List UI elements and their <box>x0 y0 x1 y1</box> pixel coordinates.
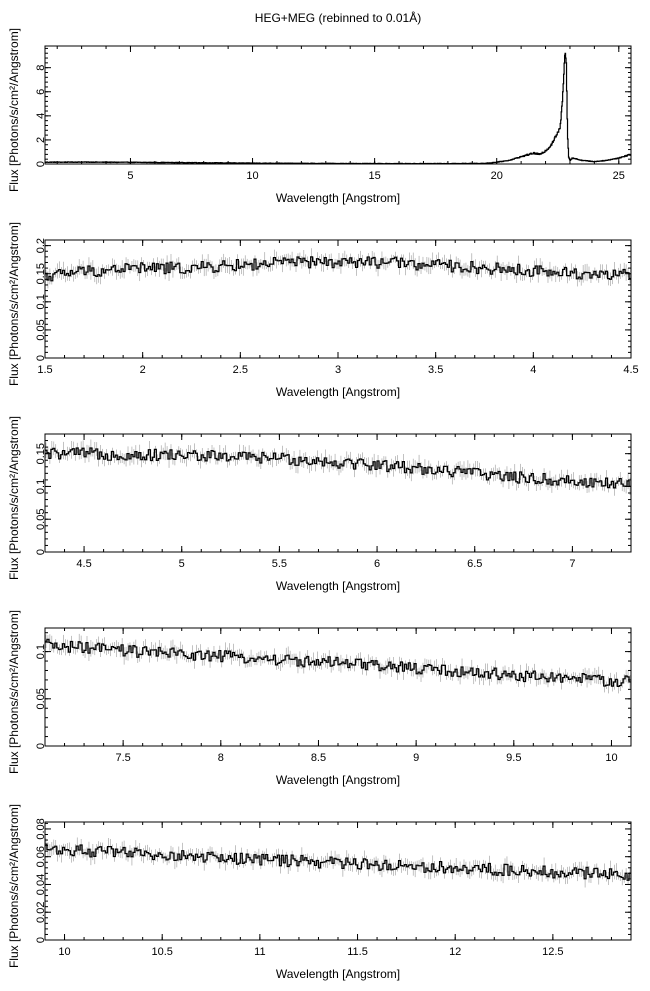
x-tick-label: 7.5 <box>115 752 130 764</box>
y-tick-label: 0 <box>35 549 47 555</box>
y-tick-label: 0.05 <box>35 509 47 530</box>
spectrum-line <box>45 447 631 489</box>
y-tick-label: 0.02 <box>35 902 47 923</box>
chart-panel-3: 4.5 5 5.5 6 6.5 7 0 0.05 0.1 0.15 Wavelength [Angs… <box>7 416 632 593</box>
figure-title: HEG+MEG (rebinned to 0.01Å) <box>255 10 421 25</box>
x-tick-label: 4 <box>530 364 536 376</box>
y-axis-label: Flux [Photons/s/cm²/Angstrom] <box>7 804 21 968</box>
x-tick-label: 12.5 <box>542 946 563 958</box>
y-tick-label: 0.08 <box>35 818 47 839</box>
x-tick-label: 9 <box>413 752 419 764</box>
x-tick-label: 10.5 <box>151 946 172 958</box>
spectrum-line <box>45 52 631 164</box>
y-tick-label: 0.04 <box>35 874 47 895</box>
chart-panel-4: 7.5 8 8.5 9 9.5 10 0 0.05 0.1 Wavelength [Angstro… <box>7 610 632 787</box>
y-tick-label: 2 <box>35 137 47 143</box>
y-tick-label: 6 <box>35 89 47 95</box>
y-tick-label: 0.05 <box>35 688 47 709</box>
plot-frame <box>44 239 632 359</box>
y-tick-label: 0.15 <box>35 263 47 284</box>
x-axis-label: Wavelength [Angstrom] <box>276 385 400 399</box>
error-bars <box>45 837 631 888</box>
y-tick-label: 0.1 <box>35 644 47 659</box>
y-tick-label: 0.05 <box>35 319 47 340</box>
chart-panel-1: 5 10 15 20 25 0 2 4 6 8 Wavelength [Angstrom] Flux … <box>7 28 632 205</box>
plot-frame <box>44 433 632 553</box>
y-axis-label: Flux [Photons/s/cm²/Angstrom] <box>7 416 21 580</box>
x-tick-label: 2 <box>140 364 146 376</box>
x-tick-label: 11 <box>254 946 265 958</box>
y-tick-label: 0.1 <box>35 294 47 309</box>
y-tick-label: 0 <box>35 161 47 167</box>
x-tick-label: 10 <box>58 946 70 958</box>
x-tick-label: 10 <box>246 170 258 182</box>
chart-panel-2: 1.5 2 2.5 3 3.5 4 4.5 0 0.05 0.1 0.15 0.2 Wavelength… <box>7 222 639 399</box>
spectrum-line <box>45 638 631 688</box>
plot-frame <box>44 45 632 165</box>
spectrum-line <box>45 843 631 881</box>
y-tick-label: 8 <box>35 65 47 71</box>
y-tick-label: 0.1 <box>35 479 47 494</box>
x-tick-label: 5 <box>127 170 133 182</box>
y-axis-label: Flux [Photons/s/cm²/Angstrom] <box>7 610 21 774</box>
y-tick-label: 0 <box>35 743 47 749</box>
chart-panel-5: 10 10.5 11 11.5 12 12.5 0 0.02 0.04 0.06 0.08 Wavel… <box>7 804 632 981</box>
x-tick-label: 5.5 <box>272 558 287 570</box>
y-tick-label: 0.15 <box>35 443 47 464</box>
x-tick-label: 25 <box>613 170 625 182</box>
x-tick-label: 11.5 <box>347 946 368 958</box>
x-axis-label: Wavelength [Angstrom] <box>276 191 400 205</box>
x-tick-label: 9.5 <box>506 752 521 764</box>
y-tick-label: 0.06 <box>35 846 47 867</box>
x-tick-label: 3 <box>335 364 341 376</box>
x-tick-label: 8 <box>218 752 224 764</box>
x-tick-label: 6 <box>374 558 380 570</box>
y-tick-label: 0.2 <box>35 238 47 253</box>
x-tick-label: 6.5 <box>467 558 482 570</box>
x-tick-label: 4.5 <box>76 558 91 570</box>
x-tick-label: 4.5 <box>623 364 638 376</box>
plot-frame <box>44 821 632 941</box>
y-tick-label: 0 <box>35 937 47 943</box>
y-tick-label: 0 <box>35 355 47 361</box>
x-tick-label: 15 <box>369 170 381 182</box>
y-axis-label: Flux [Photons/s/cm²/Angstrom] <box>7 222 21 386</box>
x-axis-label: Wavelength [Angstrom] <box>276 579 400 593</box>
x-tick-label: 7 <box>569 558 575 570</box>
x-axis-label: Wavelength [Angstrom] <box>276 773 400 787</box>
x-tick-label: 2.5 <box>233 364 248 376</box>
y-tick-label: 4 <box>35 113 47 119</box>
x-tick-label: 1.5 <box>37 364 52 376</box>
x-tick-label: 12 <box>449 946 461 958</box>
x-tick-label: 10 <box>605 752 617 764</box>
y-axis-label: Flux [Photons/s/cm²/Angstrom] <box>7 28 21 192</box>
spectrum-line <box>45 256 631 282</box>
x-tick-label: 8.5 <box>311 752 326 764</box>
x-axis-label: Wavelength [Angstrom] <box>276 967 400 981</box>
x-tick-label: 3.5 <box>428 364 443 376</box>
x-tick-label: 20 <box>491 170 503 182</box>
x-tick-label: 5 <box>179 558 185 570</box>
